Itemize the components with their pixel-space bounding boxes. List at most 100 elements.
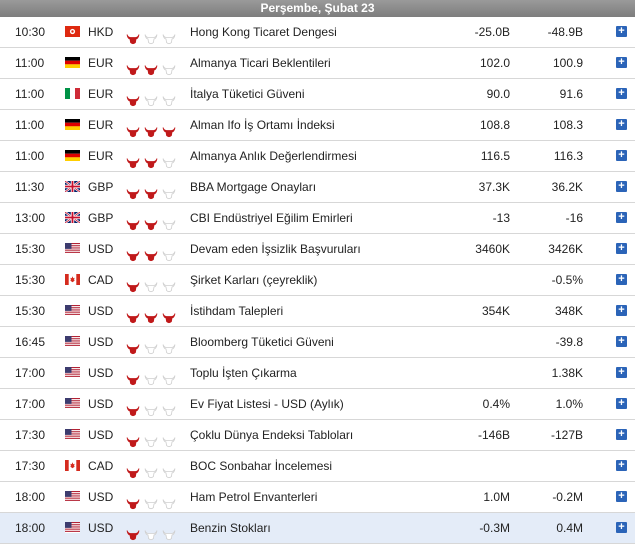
event-row[interactable]: 11:00 EUR Almanya Anlık Değerlendirmesi 116…	[0, 140, 635, 171]
event-previous: 0.4M	[556, 521, 583, 535]
event-previous: 3426K	[548, 242, 583, 256]
event-row[interactable]: 17:30 USD Çoklu Dünya Endeksi Tabloları -14…	[0, 419, 635, 450]
event-currency: USD	[88, 428, 114, 442]
event-row[interactable]: 10:30 HKD Hong Kong Ticaret Dengesi -25.0B -…	[0, 17, 635, 47]
event-currency: USD	[88, 242, 114, 256]
event-name[interactable]: Toplu İşten Çıkarma	[190, 366, 297, 380]
expand-plus-button[interactable]: +	[616, 305, 627, 316]
importance-rating	[126, 389, 182, 419]
expand-plus-button[interactable]: +	[616, 367, 627, 378]
event-name[interactable]: Almanya Anlık Değerlendirmesi	[190, 149, 357, 163]
event-row[interactable]: 15:30 USD Devam eden İşsizlik Başvuruları 3…	[0, 233, 635, 264]
event-name[interactable]: Devam eden İşsizlik Başvuruları	[190, 242, 361, 256]
bull-icon-inactive	[162, 57, 176, 76]
us-flag-icon	[65, 243, 80, 254]
event-previous: 1.38K	[551, 366, 583, 380]
bull-icon-active	[126, 26, 140, 45]
event-name[interactable]: CBI Endüstriyel Eğilim Emirleri	[190, 211, 353, 225]
bull-icon-inactive	[162, 181, 176, 200]
event-actual: 90.0	[486, 87, 510, 101]
bull-icon-active	[144, 305, 158, 324]
event-actual	[440, 358, 510, 388]
expand-plus-button[interactable]: +	[616, 26, 627, 37]
event-time: 18:00	[15, 490, 46, 504]
event-name[interactable]: Şirket Karları (çeyreklik)	[190, 273, 318, 287]
event-previous: 1.0%	[555, 397, 583, 411]
us-flag-icon	[65, 522, 80, 533]
expand-plus-button[interactable]: +	[616, 88, 627, 99]
event-row[interactable]: 15:30 CAD Şirket Karları (çeyreklik) -0.5% +	[0, 264, 635, 295]
expand-plus-button[interactable]: +	[616, 181, 627, 192]
event-name[interactable]: İtalya Tüketici Güveni	[190, 87, 305, 101]
bull-icon-inactive	[144, 336, 158, 355]
event-name[interactable]: İstihdam Talepleri	[190, 304, 284, 318]
event-actual: -25.0B	[474, 25, 510, 39]
bull-icon-inactive	[144, 88, 158, 107]
us-flag-icon	[65, 491, 80, 502]
event-currency: EUR	[88, 56, 114, 70]
importance-rating	[126, 327, 182, 357]
expand-plus-button[interactable]: +	[616, 522, 627, 533]
event-row[interactable]: 17:00 USD Ev Fiyat Listesi - USD (Aylık) 0.…	[0, 388, 635, 419]
importance-rating	[126, 203, 182, 233]
event-row[interactable]: 17:30 CAD BOC Sonbahar İncelemesi +	[0, 450, 635, 481]
event-row[interactable]: 11:00 EUR Alman Ifo İş Ortamı İndeksi 108.8…	[0, 109, 635, 140]
event-row[interactable]: 18:00 USD Ham Petrol Envanterleri 1.0M -0.2M…	[0, 481, 635, 512]
importance-rating	[126, 296, 182, 326]
expand-plus-button[interactable]: +	[616, 119, 627, 130]
event-row[interactable]: 16:45 USD Bloomberg Tüketici Güveni -39.8 +	[0, 326, 635, 357]
expand-plus-button[interactable]: +	[616, 429, 627, 440]
expand-plus-button[interactable]: +	[616, 57, 627, 68]
expand-plus-button[interactable]: +	[616, 212, 627, 223]
event-name[interactable]: BBA Mortgage Onayları	[190, 180, 317, 194]
event-name[interactable]: Çoklu Dünya Endeksi Tabloları	[190, 428, 354, 442]
event-row[interactable]: 17:00 USD Toplu İşten Çıkarma 1.38K +	[0, 357, 635, 388]
importance-rating	[126, 265, 182, 295]
event-row[interactable]: 15:30 USD İstihdam Talepleri 354K 348K +	[0, 295, 635, 326]
expand-plus-button[interactable]: +	[616, 274, 627, 285]
bull-icon-inactive	[144, 460, 158, 479]
bull-icon-active	[162, 119, 176, 138]
event-name[interactable]: Ham Petrol Envanterleri	[190, 490, 318, 504]
importance-rating	[126, 358, 182, 388]
expand-plus-button[interactable]: +	[616, 491, 627, 502]
bull-icon-inactive	[162, 522, 176, 541]
bull-icon-inactive	[162, 274, 176, 293]
event-currency: EUR	[88, 87, 114, 101]
importance-rating	[126, 420, 182, 450]
expand-plus-button[interactable]: +	[616, 460, 627, 471]
bull-icon-inactive	[162, 26, 176, 45]
bull-icon-inactive	[144, 367, 158, 386]
event-currency: USD	[88, 397, 114, 411]
event-time: 17:00	[15, 366, 46, 380]
event-time: 13:00	[15, 211, 46, 225]
bull-icon-inactive	[162, 429, 176, 448]
event-row[interactable]: 11:00 EUR Almanya Ticari Beklentileri 102.0…	[0, 47, 635, 78]
expand-plus-button[interactable]: +	[616, 398, 627, 409]
event-row[interactable]: 13:00 GBP CBI Endüstriyel Eğilim Emirleri -…	[0, 202, 635, 233]
event-time: 18:00	[15, 521, 46, 535]
event-row[interactable]: 11:30 GBP BBA Mortgage Onayları 37.3K 36.2K +	[0, 171, 635, 202]
event-name[interactable]: Hong Kong Ticaret Dengesi	[190, 25, 337, 39]
event-name[interactable]: Benzin Stokları	[190, 521, 271, 535]
event-previous: 116.3	[553, 149, 583, 163]
event-time: 11:00	[15, 87, 45, 101]
de-flag-icon	[65, 57, 80, 68]
bull-icon-inactive	[144, 26, 158, 45]
event-name[interactable]: Bloomberg Tüketici Güveni	[190, 335, 334, 349]
event-row[interactable]: 18:00 USD Benzin Stokları -0.3M 0.4M +	[0, 512, 635, 543]
event-currency: USD	[88, 335, 114, 349]
expand-plus-button[interactable]: +	[616, 336, 627, 347]
event-previous: 91.6	[559, 87, 583, 101]
event-row[interactable]: 11:00 EUR İtalya Tüketici Güveni 90.0 91.6 +	[0, 78, 635, 109]
expand-plus-button[interactable]: +	[616, 243, 627, 254]
event-name[interactable]: Almanya Ticari Beklentileri	[190, 56, 331, 70]
event-name[interactable]: Ev Fiyat Listesi - USD (Aylık)	[190, 397, 344, 411]
event-name[interactable]: Alman Ifo İş Ortamı İndeksi	[190, 118, 335, 132]
bull-icon-inactive	[162, 243, 176, 262]
expand-plus-button[interactable]: +	[616, 150, 627, 161]
event-actual: -0.3M	[479, 521, 510, 535]
importance-rating	[126, 79, 182, 109]
event-name[interactable]: BOC Sonbahar İncelemesi	[190, 459, 333, 473]
event-previous	[513, 451, 583, 481]
